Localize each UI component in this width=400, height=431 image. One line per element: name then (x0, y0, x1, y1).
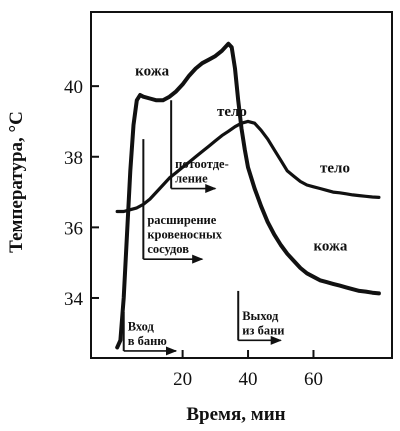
plot-frame (90, 11, 393, 359)
annotation-text-line: сосудов (147, 242, 189, 256)
annotation-text-line: потоотде- (175, 157, 229, 171)
x-axis-title: Время, мин (186, 404, 285, 425)
x-tick-label: 20 (173, 369, 192, 390)
series-label: кожа (313, 238, 347, 254)
annotation-text-line: Выход (242, 309, 279, 323)
annotation-text-line: ление (175, 172, 208, 186)
y-ticks: 34 36 38 40 (64, 77, 99, 310)
x-tick-label: 60 (304, 369, 323, 390)
series-label: тело (217, 104, 247, 120)
annotation-sweat: потоотде-ление (170, 100, 229, 194)
annotation-text-line: расширение (147, 213, 216, 227)
y-tick-label: 36 (64, 218, 83, 239)
y-tick-label: 38 (64, 148, 83, 169)
x-tick-label: 40 (239, 369, 258, 390)
x-ticks: 20 40 60 (173, 350, 323, 390)
annotation-text-line: из бани (242, 323, 284, 337)
series-layer (115, 41, 381, 350)
y-axis-title: Температура, °С (6, 111, 27, 253)
series-label: кожа (135, 64, 169, 80)
series-line-body (115, 119, 381, 214)
series-label-layer: кожа тело тело кожа (135, 64, 350, 255)
annotation-text-line: кровеносных (147, 228, 222, 242)
series-line-skin (115, 41, 381, 350)
series-label: тело (320, 161, 350, 177)
annotation-text-line: Вход (128, 319, 155, 333)
annotation-text-line: в баню (128, 334, 168, 348)
y-tick-label: 40 (64, 77, 83, 98)
y-tick-label: 34 (64, 289, 84, 310)
